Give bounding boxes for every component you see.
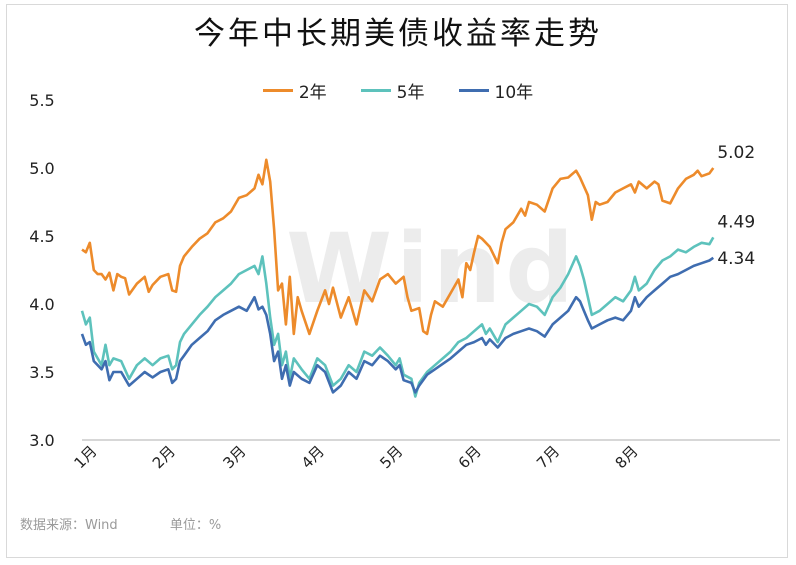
legend-swatch-10y [458, 89, 489, 92]
chart-title: 今年中长期美债收益率走势 [194, 16, 602, 52]
legend-item-5y: 5年 [360, 78, 425, 103]
series-end-label-0: 5.02 [717, 143, 755, 163]
x-tick-label: 7月 [533, 442, 563, 472]
y-tick-label: 5.5 [29, 91, 54, 110]
series-end-label-1: 4.49 [717, 212, 755, 232]
legend-item-10y: 10年 [458, 78, 534, 103]
chart-footer: 数据来源：Wind 单位：% [20, 514, 269, 533]
y-tick-label: 4.5 [29, 227, 54, 246]
y-tick-label: 3.5 [29, 363, 54, 382]
series-line-1 [80, 236, 715, 398]
chart-frame [6, 4, 788, 558]
x-tick-label: 5月 [376, 442, 406, 472]
legend-swatch-5y [360, 89, 391, 92]
y-tick-label: 3.0 [29, 431, 54, 450]
series-line-2 [80, 256, 715, 394]
x-tick-label: 6月 [455, 442, 485, 472]
y-tick-label: 5.0 [29, 159, 54, 178]
series-line-0 [81, 158, 715, 336]
legend-label-5y: 5年 [396, 83, 425, 103]
legend-label-2y: 2年 [298, 83, 327, 103]
legend-swatch-2y [262, 89, 293, 92]
legend-label-10y: 10年 [494, 83, 534, 103]
data-source-note: 数据来源：Wind [20, 518, 118, 533]
series-end-label-2: 4.34 [717, 249, 755, 269]
x-tick-label: 4月 [298, 442, 328, 472]
x-tick-label: 8月 [612, 442, 642, 472]
chart-legend: 2年 5年 10年 [0, 78, 796, 103]
unit-note: 单位：% [169, 518, 222, 533]
y-tick-label: 4.0 [29, 295, 54, 314]
x-tick-label: 3月 [219, 442, 249, 472]
x-tick-label: 1月 [70, 442, 100, 472]
x-tick-label: 2月 [149, 442, 179, 472]
legend-item-2y: 2年 [262, 78, 327, 103]
